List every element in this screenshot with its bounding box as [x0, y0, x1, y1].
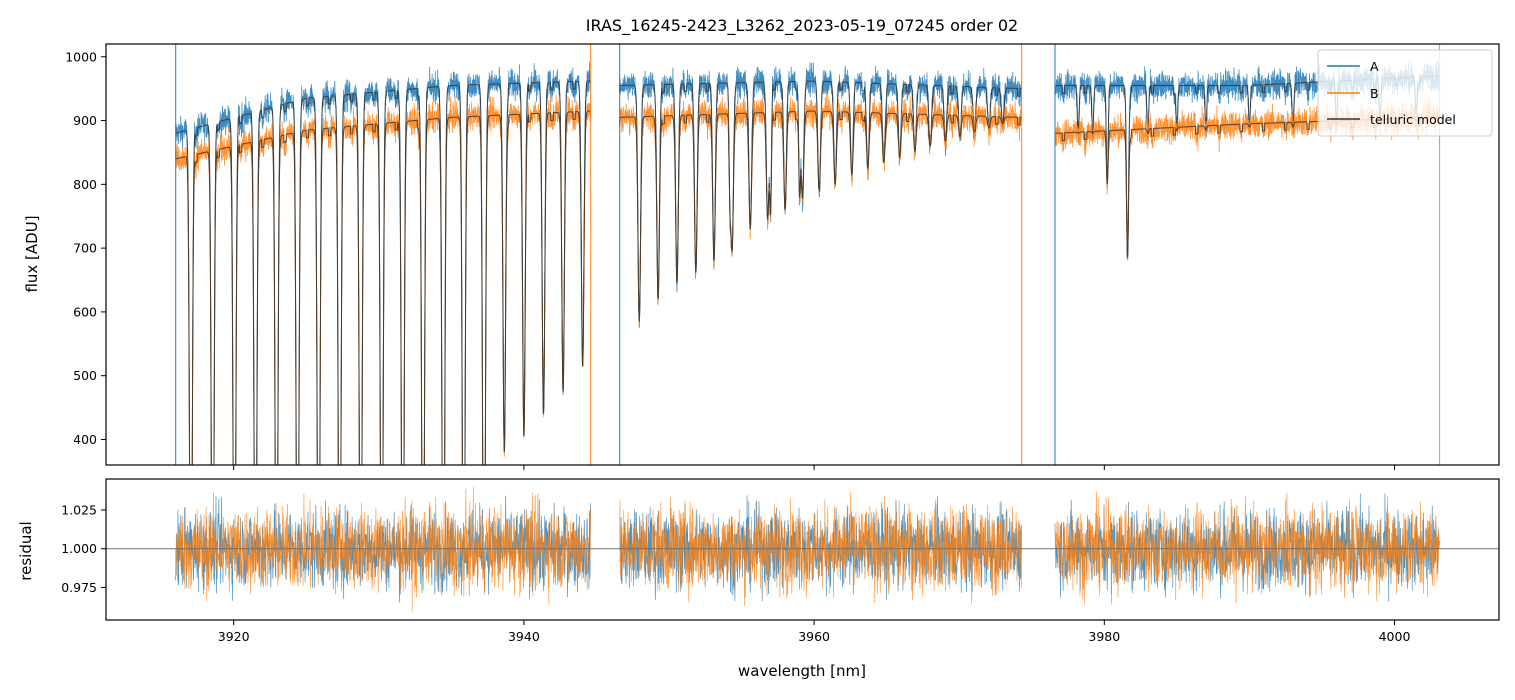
bottom-y-axis-label: residual [17, 521, 35, 580]
y-tick-label: 1000 [65, 49, 97, 64]
y-tick-label: 800 [73, 177, 97, 192]
telluric-model-b-segment-3 [1054, 116, 1440, 258]
y-tick-label: 1.000 [61, 541, 97, 556]
top-y-axis-label: flux [ADU] [23, 215, 41, 292]
bottom-plot-area [106, 486, 1499, 612]
y-tick-label: 900 [73, 113, 97, 128]
telluric-model-a-segment-2 [619, 80, 1022, 322]
bottom-x-axis-label: wavelength [nm] [738, 662, 866, 680]
y-tick-label: 0.975 [61, 580, 97, 595]
y-tick-label: 700 [73, 241, 97, 256]
telluric-model-b-segment-2 [619, 110, 1022, 322]
bottom-axes-frame [105, 478, 1500, 621]
legend-label-a: A [1370, 59, 1379, 74]
top-plot-area [175, 44, 1441, 465]
x-tick-label: 3920 [218, 629, 250, 644]
residual-b-segment-1 [175, 486, 592, 612]
bottom-y-axis: 0.975 1.000 1.025 [61, 502, 106, 595]
chart-title: IRAS_16245-2423_L3262_2023-05-19_07245 o… [586, 16, 1018, 36]
legend: A B telluric model [1317, 49, 1493, 137]
legend-label-b: B [1370, 86, 1379, 101]
top-axes-frame [105, 43, 1500, 466]
top-x-axis [233, 465, 1396, 470]
x-tick-label: 3960 [798, 629, 830, 644]
residual-b-segment-3 [1054, 491, 1440, 605]
y-tick-label: 400 [73, 432, 97, 447]
legend-label-model: telluric model [1370, 112, 1456, 127]
x-tick-label: 4000 [1379, 629, 1411, 644]
top-y-axis: 400 500 600 700 800 900 1000 [65, 49, 106, 447]
telluric-model-b-segment-1 [175, 110, 591, 465]
bottom-x-axis: 3920 3940 3960 3980 4000 [218, 620, 1411, 644]
y-tick-label: 600 [73, 304, 97, 319]
y-tick-label: 1.025 [61, 502, 97, 517]
x-tick-label: 3980 [1088, 629, 1120, 644]
x-tick-label: 3940 [508, 629, 540, 644]
legend-frame [1317, 49, 1493, 137]
residual-b-segment-2 [619, 492, 1022, 607]
y-tick-label: 500 [73, 368, 97, 383]
